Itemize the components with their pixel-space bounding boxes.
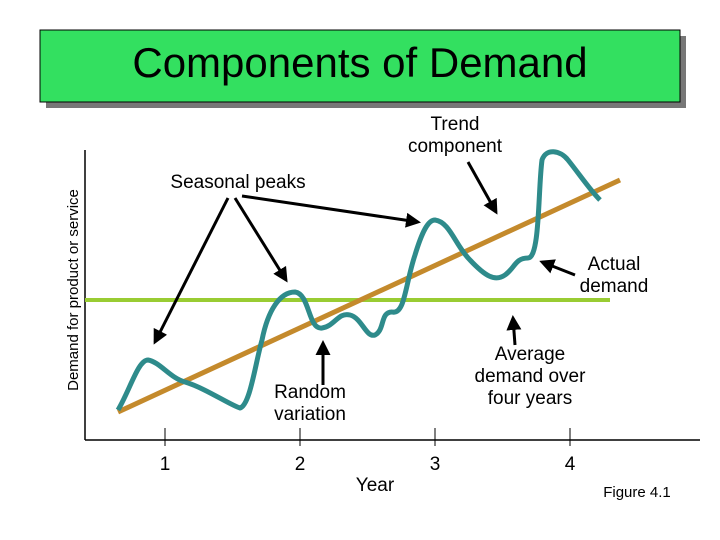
- annotation: Random: [274, 382, 346, 403]
- x-tick-label: 2: [295, 454, 306, 475]
- annotation: Average: [495, 344, 565, 365]
- annotation: demand: [580, 276, 649, 297]
- annotation: component: [408, 136, 503, 157]
- arrow: [233, 197, 288, 283]
- annotation: Seasonal peaks: [170, 172, 305, 193]
- annotation: Actual: [588, 254, 641, 275]
- caption: Figure 4.1: [603, 484, 671, 501]
- annotation: demand over: [475, 366, 587, 387]
- arrow: [539, 259, 576, 277]
- arrow: [241, 194, 421, 228]
- annotation: four years: [488, 388, 572, 409]
- title: Components of Demand: [132, 39, 587, 86]
- x-ticks: 1 2 3 4: [160, 428, 576, 475]
- arrow: [506, 315, 522, 346]
- x-tick-label: 1: [160, 454, 171, 475]
- y-axis-label: Demand for product or service: [65, 189, 82, 391]
- demand-curve: [115, 149, 602, 412]
- x-tick-label: 4: [565, 454, 576, 475]
- annotation: variation: [274, 404, 346, 425]
- title-box: [39, 29, 681, 103]
- x-tick-label: 3: [430, 454, 441, 475]
- arrow: [153, 197, 230, 345]
- x-axis-label: Year: [356, 475, 395, 496]
- arrow: [466, 161, 498, 215]
- annotation: Trend: [431, 114, 480, 135]
